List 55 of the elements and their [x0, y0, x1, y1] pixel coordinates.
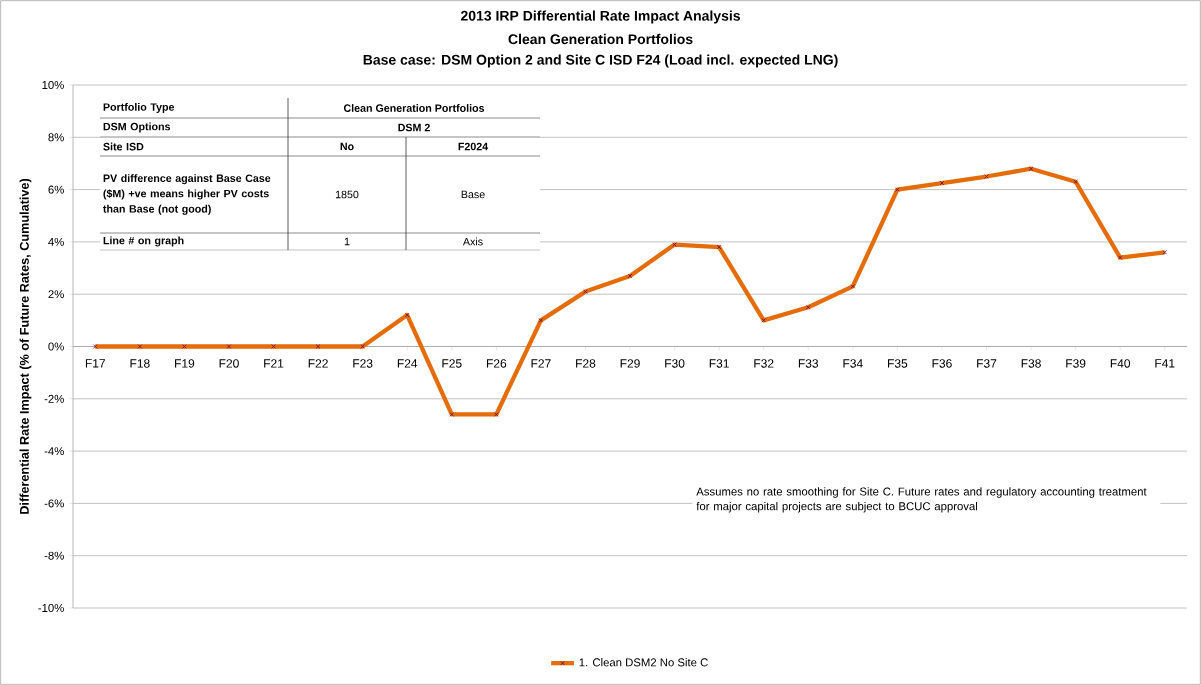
chart-title: 2013 IRP Differential Rate Impact Analysis [460, 10, 740, 24]
annotation: Assumes no rate smoothing for Site C. Future rates and regulatory accounting treatment for major capital projects are subject to BCUC approval [696, 487, 1147, 513]
y-tick-label: 10% [42, 80, 64, 89]
annotation: F2024 [458, 142, 489, 151]
legend-label: 1. Clean DSM2 No Site C [579, 658, 708, 667]
x-tick-label: F25 [442, 359, 462, 368]
y-axis-title: Differential Rate Impact (% of Future Rates, Cumulative) [19, 178, 32, 514]
annotation: DSM Options [103, 122, 171, 133]
annotation: 1 [344, 237, 350, 246]
annotation: No [340, 142, 354, 151]
x-tick-label: F31 [709, 359, 729, 368]
x-tick-label: F39 [1066, 359, 1086, 368]
y-tick-label: -10% [38, 604, 64, 613]
x-tick-label: F22 [308, 359, 328, 368]
y-tick-label: 0% [48, 342, 64, 351]
y-tick-label: -6% [44, 499, 64, 508]
x-tick-label: F26 [486, 359, 507, 368]
x-tick-label: F19 [175, 359, 195, 368]
x-tick-label: F30 [665, 359, 685, 368]
x-tick-label: F34 [843, 359, 863, 368]
x-tick-label: F17 [85, 359, 106, 368]
annotation: PV difference against Base Case ($M) +ve means higher PV costs than Base (not good) [103, 174, 271, 215]
y-tick-label: 8% [48, 133, 64, 142]
x-tick-label: F18 [130, 359, 150, 368]
y-tick-label: 4% [48, 237, 64, 246]
x-tick-label: F23 [353, 359, 373, 368]
annotation: Axis [462, 237, 483, 246]
y-tick-label: -4% [44, 447, 64, 456]
chart-subtitle: Clean Generation Portfolios [508, 33, 693, 45]
x-tick-label: F38 [1021, 359, 1041, 368]
annotation: Site ISD [103, 142, 144, 151]
x-tick-label: F32 [754, 359, 774, 368]
y-tick-label: -2% [44, 394, 64, 403]
annotation: 1850 [335, 190, 359, 199]
x-tick-label: F40 [1110, 359, 1131, 368]
x-tick-label: F21 [264, 359, 284, 368]
x-tick-label: F35 [888, 359, 908, 368]
annotation: Base [461, 190, 485, 199]
x-tick-label: F41 [1155, 359, 1175, 368]
x-tick-label: F36 [932, 359, 952, 368]
annotation: Portfolio Type [103, 103, 175, 113]
y-tick-label: 6% [48, 185, 64, 194]
annotation: DSM 2 [398, 123, 430, 132]
text: Base case: DSM Option 2 and Site C ISD F24 (Load incl. expected LNG) [363, 54, 838, 68]
x-tick-label: F37 [977, 359, 997, 368]
x-tick-label: F20 [219, 359, 239, 368]
y-tick-label: -8% [44, 551, 64, 560]
annotation: Clean Generation Portfolios [343, 104, 485, 112]
x-tick-label: F28 [576, 359, 596, 368]
x-tick-label: F29 [620, 359, 640, 368]
annotation: Line # on graph [103, 236, 184, 247]
x-tick-label: F24 [397, 359, 418, 368]
x-tick-label: F27 [531, 359, 551, 368]
y-tick-label: 2% [48, 290, 64, 299]
x-tick-label: F33 [798, 359, 819, 368]
